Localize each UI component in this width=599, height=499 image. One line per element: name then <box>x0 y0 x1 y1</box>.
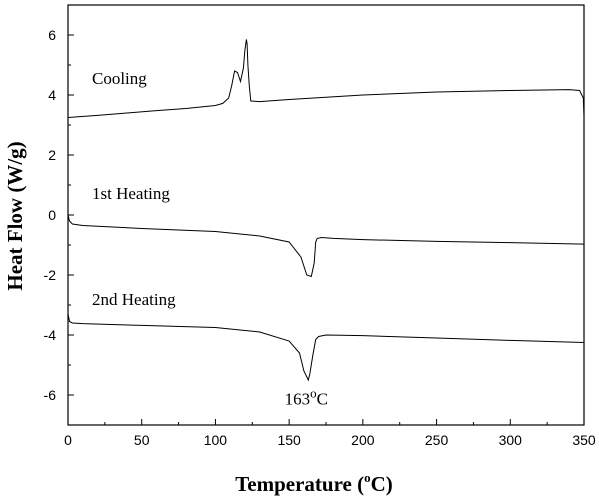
plot-frame <box>67 4 585 426</box>
y-tick-label: 0 <box>48 207 56 223</box>
ticks: 0 50 100 150 200 250 300 350 6 4 2 0 -2 -4 -6 <box>44 4 596 448</box>
series-line-2nd-heating <box>67 313 585 382</box>
series-labels: Cooling 1st Heating 2nd Heating 163oC <box>92 69 328 409</box>
plot-area <box>67 4 585 426</box>
y-tick-label: 2 <box>48 147 56 163</box>
x-tick-label: 200 <box>351 432 375 448</box>
series-lines <box>67 39 585 382</box>
y-tick-label: -2 <box>44 267 57 283</box>
x-tick-label: 0 <box>64 432 72 448</box>
series-line-cooling <box>67 39 585 118</box>
y-tick-label: -4 <box>44 327 57 343</box>
x-tick-label: 300 <box>499 432 523 448</box>
y-tick-label: 4 <box>48 87 56 103</box>
x-tick-label: 150 <box>277 432 301 448</box>
peak-annotation: 163oC <box>285 386 328 409</box>
series-label-2nd-heating: 2nd Heating <box>92 290 176 309</box>
y-axis-title: Heat Flow (W/g) <box>3 141 27 290</box>
x-tick-label: 50 <box>134 432 150 448</box>
series-label-cooling: Cooling <box>92 69 147 88</box>
x-tick-label: 250 <box>425 432 449 448</box>
x-tick-label: 350 <box>572 432 596 448</box>
y-tick-label: 6 <box>48 27 56 43</box>
series-line-1st-heating <box>67 214 585 278</box>
x-tick-label: 100 <box>204 432 228 448</box>
series-label-1st-heating: 1st Heating <box>92 184 170 203</box>
y-tick-label: -6 <box>44 387 57 403</box>
x-axis-title: Temperature (oC) <box>235 470 393 496</box>
